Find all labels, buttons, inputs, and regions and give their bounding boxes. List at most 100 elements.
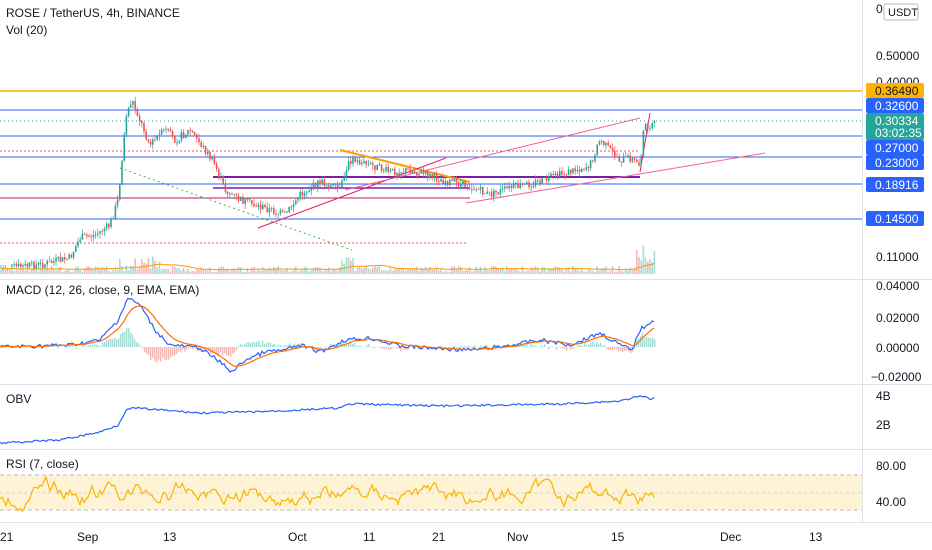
tag-032600: 0.32600 — [875, 99, 919, 113]
macd-tick: 0.00000 — [876, 341, 920, 355]
candle-body — [486, 191, 488, 194]
volume-bar — [20, 267, 22, 274]
macd-hist-bar — [602, 345, 604, 347]
macd-hist-bar — [628, 347, 630, 352]
candle-body — [17, 263, 20, 267]
candle-body — [537, 180, 539, 182]
volume-bar — [576, 268, 579, 274]
candle-body — [528, 182, 530, 188]
volume-bar — [35, 269, 37, 274]
macd-hist-bar — [106, 340, 108, 347]
volume-bar — [488, 270, 491, 274]
candle-body — [629, 155, 631, 162]
candle-body — [310, 188, 312, 191]
macd-hist-bar — [582, 345, 584, 347]
obv-axis[interactable]: 4B 2B — [876, 389, 891, 432]
volume-bar — [413, 268, 416, 274]
volume-bar — [77, 266, 79, 274]
macd-hist-bar — [100, 345, 102, 347]
volume-bar — [336, 270, 339, 274]
candle-body — [468, 187, 471, 189]
rsi-axis[interactable]: 80.00 40.00 — [876, 459, 906, 509]
candle-body — [583, 168, 585, 170]
candle-body — [543, 177, 546, 178]
volume-bar — [435, 266, 438, 274]
candle-body — [541, 177, 543, 184]
candle-body — [347, 160, 350, 171]
volume-bar — [365, 266, 367, 274]
candle-body — [508, 185, 510, 189]
volume-bar — [116, 269, 119, 274]
macd-hist-bar — [314, 347, 316, 352]
macd-axis[interactable]: 0.04000 0.02000 0.00000 −0.02000 — [871, 279, 922, 384]
volume-bar — [451, 266, 453, 274]
macd-hist-bar — [116, 339, 118, 347]
candle-body — [42, 263, 44, 268]
macd-hist-bar — [118, 338, 120, 347]
volume-bar — [358, 266, 361, 274]
volume-bar — [290, 271, 293, 274]
time-axis[interactable]: 21 Sep 13 Oct 11 21 Nov 15 Dec 13 — [0, 530, 823, 544]
chart-title: ROSE / TetherUS, 4h, BINANCE — [6, 6, 180, 20]
macd-hist-bar — [102, 342, 104, 347]
candle-body — [101, 231, 103, 232]
candle-body — [75, 246, 77, 252]
volume-bar — [332, 268, 334, 274]
trendline-orange — [339, 149, 471, 183]
candle-body — [559, 171, 561, 177]
candle-body — [523, 183, 526, 185]
time-tick: 11 — [363, 530, 376, 544]
candle-body — [160, 129, 163, 135]
macd-hist-bar — [576, 346, 578, 347]
macd-hist-bar — [236, 347, 238, 350]
volume-bar — [581, 267, 583, 274]
macd-hist-bar — [462, 347, 464, 349]
horizontal-levels[interactable] — [0, 90, 862, 244]
candle-body — [323, 179, 326, 187]
volume-bar — [24, 270, 26, 274]
macd-hist-bar — [572, 347, 574, 349]
macd-hist-bar — [200, 347, 202, 350]
macd-hist-bar — [330, 344, 332, 347]
candle-body — [365, 160, 367, 165]
candle-body — [229, 193, 231, 195]
candle-body — [462, 180, 464, 184]
macd-hist-bar — [68, 345, 70, 347]
macd-hist-bar — [128, 328, 130, 347]
macd-hist-bar — [612, 347, 614, 351]
macd-hist-bar — [404, 347, 406, 350]
volume-bar — [618, 266, 620, 274]
candle-body — [288, 206, 290, 213]
volume-bar — [262, 267, 264, 274]
tag-014500: 0.14500 — [875, 212, 919, 226]
volume-bar — [649, 259, 651, 274]
macd-hist-bar — [634, 347, 636, 349]
price-axis[interactable]: 0 0.50000 0.40000 0.11000 — [876, 2, 920, 264]
macd-hist-bar — [278, 344, 280, 347]
volume-bar — [103, 267, 106, 274]
macd-hist-bar — [530, 343, 532, 347]
macd-hist-bar — [222, 347, 224, 356]
candle-body — [244, 199, 246, 204]
candle-body — [475, 189, 477, 191]
macd-signal-line — [0, 305, 655, 368]
macd-hist-bar — [138, 343, 140, 347]
volume-bar — [101, 267, 103, 274]
volume-bar — [394, 269, 396, 274]
macd-hist-bar — [216, 347, 218, 354]
candle-body — [121, 160, 123, 185]
volume-bar — [361, 268, 363, 274]
currency-button[interactable]: USDT — [883, 3, 919, 21]
volume-bar — [218, 267, 220, 274]
macd-hist-bar — [190, 347, 192, 349]
macd-hist-bar — [584, 341, 586, 347]
tag-bg — [866, 98, 924, 113]
candle-body — [350, 160, 352, 164]
candle-body — [182, 132, 185, 138]
candle-body — [215, 163, 218, 169]
candle-body — [638, 162, 640, 166]
candle-body — [539, 180, 541, 184]
obv-tick: 2B — [876, 418, 891, 432]
volume-bar — [224, 269, 227, 274]
